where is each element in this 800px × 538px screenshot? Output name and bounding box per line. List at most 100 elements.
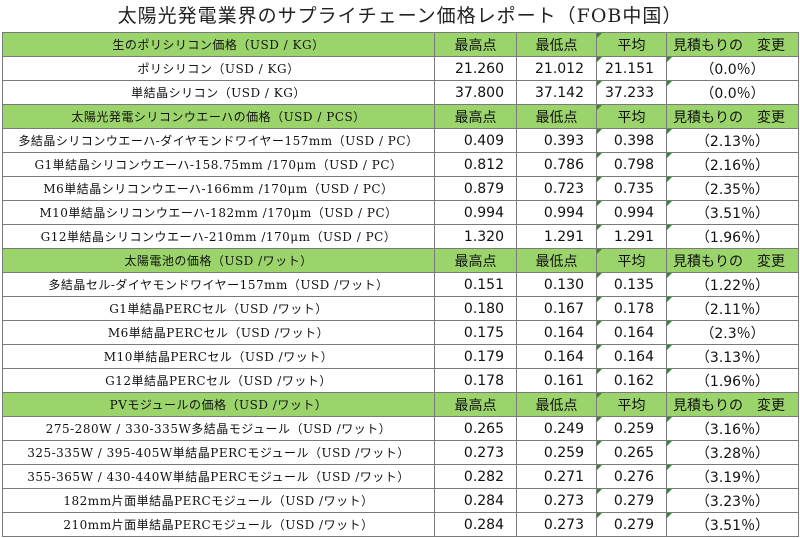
low-price: 0.164 xyxy=(516,344,597,369)
low-price: 0.259 xyxy=(516,440,597,465)
price-change: （2.13％） xyxy=(666,128,799,153)
table-row: G12単結晶PERCセル（USD /ワット） 0.178 0.161 0.162 （1.… xyxy=(2,368,799,393)
product-label: ポリシリコン（USD / KG） xyxy=(2,56,435,81)
average-price: 0.279 xyxy=(596,512,667,537)
price-change: （3.51％） xyxy=(666,512,799,537)
high-price: 0.879 xyxy=(434,176,517,201)
low-price: 0.723 xyxy=(516,176,597,201)
low-price: 21.012 xyxy=(516,56,597,81)
average-price: 0.178 xyxy=(596,296,667,321)
column-header-avg: 平均 xyxy=(596,392,667,417)
high-price: 0.284 xyxy=(434,512,517,537)
high-price: 0.273 xyxy=(434,440,517,465)
price-change: （0.0％） xyxy=(666,80,799,105)
product-label: 単結晶シリコン（USD / KG） xyxy=(2,80,435,105)
report-title: 太陽光発電業界のサプライチェーン価格レポート（FOB中国） xyxy=(117,5,683,27)
price-change: （1.22％） xyxy=(666,272,799,297)
low-price: 0.271 xyxy=(516,464,597,489)
product-label: M10単結晶PERCセル（USD /ワット） xyxy=(2,344,435,369)
table-row: 182mm片面単結晶PERCモジュール（USD /ワット） 0.284 0.273 0… xyxy=(2,488,799,513)
low-price: 0.273 xyxy=(516,512,597,537)
price-change: （1.96％） xyxy=(666,368,799,393)
section-title: 太陽電池の価格（USD /ワット） xyxy=(2,248,435,273)
price-change: （3.28％） xyxy=(666,440,799,465)
section-title: PVモジュールの価格（USD /ワット） xyxy=(2,392,435,417)
average-price: 0.265 xyxy=(596,440,667,465)
low-price: 0.161 xyxy=(516,368,597,393)
average-price: 0.276 xyxy=(596,464,667,489)
table-row: 275-280W / 330-335W多結晶モジュール（USD /ワット） 0.2… xyxy=(2,416,799,441)
high-price: 0.175 xyxy=(434,320,517,345)
section-title: 太陽光発電シリコンウエーハの価格（USD / PCS） xyxy=(2,104,435,129)
low-price: 0.786 xyxy=(516,152,597,177)
table-row: 325-335W / 395-405W単結晶PERCモジュール（USD /ワット… xyxy=(2,440,799,465)
column-header-low: 最低点 xyxy=(516,32,597,57)
column-header-change: 見積もりの 変更 xyxy=(666,104,799,129)
product-label: G1単結晶シリコンウエーハ-158.75mm /170μm（USD / PC） xyxy=(2,152,435,177)
low-price: 0.393 xyxy=(516,128,597,153)
product-label: 210mm片面単結晶PERCモジュール（USD /ワット） xyxy=(2,512,435,537)
price-change: （2.16％） xyxy=(666,152,799,177)
average-price: 0.259 xyxy=(596,416,667,441)
table-row: G1単結晶シリコンウエーハ-158.75mm /170μm（USD / PC） 0… xyxy=(2,152,799,177)
product-label: M6単結晶PERCセル（USD /ワット） xyxy=(2,320,435,345)
table-row: G1単結晶PERCセル（USD /ワット） 0.180 0.167 0.178 （2.1… xyxy=(2,296,799,321)
section-title: 生のポリシリコン価格（USD / KG） xyxy=(2,32,435,57)
product-label: G12単結晶シリコンウエーハ-210mm /170μm（USD / PC） xyxy=(2,224,435,249)
column-header-low: 最低点 xyxy=(516,248,597,273)
average-price: 0.398 xyxy=(596,128,667,153)
price-change: （2.3％） xyxy=(666,320,799,345)
high-price: 0.282 xyxy=(434,464,517,489)
product-label: 355-365W / 430-440W単結晶PERCモジュール（USD /ワット… xyxy=(2,464,435,489)
column-header-low: 最低点 xyxy=(516,392,597,417)
product-label: G1単結晶PERCセル（USD /ワット） xyxy=(2,296,435,321)
high-price: 21.260 xyxy=(434,56,517,81)
product-label: G12単結晶PERCセル（USD /ワット） xyxy=(2,368,435,393)
price-change: （1.96％） xyxy=(666,224,799,249)
column-header-high: 最高点 xyxy=(434,248,517,273)
high-price: 1.320 xyxy=(434,224,517,249)
average-price: 0.164 xyxy=(596,320,667,345)
column-header-change: 見積もりの 変更 xyxy=(666,248,799,273)
table-row: M6単結晶PERCセル（USD /ワット） 0.175 0.164 0.164 （2.3… xyxy=(2,320,799,345)
low-price: 1.291 xyxy=(516,224,597,249)
price-change: （2.35％） xyxy=(666,176,799,201)
table-row: ポリシリコン（USD / KG） 21.260 21.012 21.151 （0.0％） xyxy=(2,56,799,81)
low-price: 0.164 xyxy=(516,320,597,345)
column-header-change: 見積もりの 変更 xyxy=(666,392,799,417)
low-price: 37.142 xyxy=(516,80,597,105)
price-table: 生のポリシリコン価格（USD / KG） 最高点 最低点 平均 見積もりの 変更 ポリシリ… xyxy=(2,32,799,537)
average-price: 1.291 xyxy=(596,224,667,249)
high-price: 0.179 xyxy=(434,344,517,369)
average-price: 0.994 xyxy=(596,200,667,225)
low-price: 0.249 xyxy=(516,416,597,441)
high-price: 0.178 xyxy=(434,368,517,393)
product-label: M10単結晶シリコンウエーハ-182mm /170μm（USD / PC） xyxy=(2,200,435,225)
column-header-high: 最高点 xyxy=(434,104,517,129)
price-change: （3.16％） xyxy=(666,416,799,441)
price-change: （3.13％） xyxy=(666,344,799,369)
price-change: （3.23％） xyxy=(666,488,799,513)
average-price: 37.233 xyxy=(596,80,667,105)
low-price: 0.167 xyxy=(516,296,597,321)
price-change: （3.51％） xyxy=(666,200,799,225)
price-change: （0.0％） xyxy=(666,56,799,81)
high-price: 0.812 xyxy=(434,152,517,177)
table-row: 多結晶セル-ダイヤモンドワイヤー157mm（USD /ワット） 0.151 0.13… xyxy=(2,272,799,297)
table-row: M10単結晶PERCセル（USD /ワット） 0.179 0.164 0.164 （3.… xyxy=(2,344,799,369)
section-header-row: 生のポリシリコン価格（USD / KG） 最高点 最低点 平均 見積もりの 変更 xyxy=(2,32,799,57)
high-price: 0.994 xyxy=(434,200,517,225)
high-price: 37.800 xyxy=(434,80,517,105)
product-label: 325-335W / 395-405W単結晶PERCモジュール（USD /ワット… xyxy=(2,440,435,465)
product-label: 182mm片面単結晶PERCモジュール（USD /ワット） xyxy=(2,488,435,513)
section-header-row: 太陽光発電シリコンウエーハの価格（USD / PCS） 最高点 最低点 平均 見積もりの… xyxy=(2,104,799,129)
average-price: 0.735 xyxy=(596,176,667,201)
table-row: M10単結晶シリコンウエーハ-182mm /170μm（USD / PC） 0.9… xyxy=(2,200,799,225)
low-price: 0.130 xyxy=(516,272,597,297)
column-header-high: 最高点 xyxy=(434,392,517,417)
average-price: 0.798 xyxy=(596,152,667,177)
average-price: 0.135 xyxy=(596,272,667,297)
average-price: 0.164 xyxy=(596,344,667,369)
column-header-low: 最低点 xyxy=(516,104,597,129)
product-label: M6単結晶シリコンウエーハ-166mm /170μm（USD / PC） xyxy=(2,176,435,201)
